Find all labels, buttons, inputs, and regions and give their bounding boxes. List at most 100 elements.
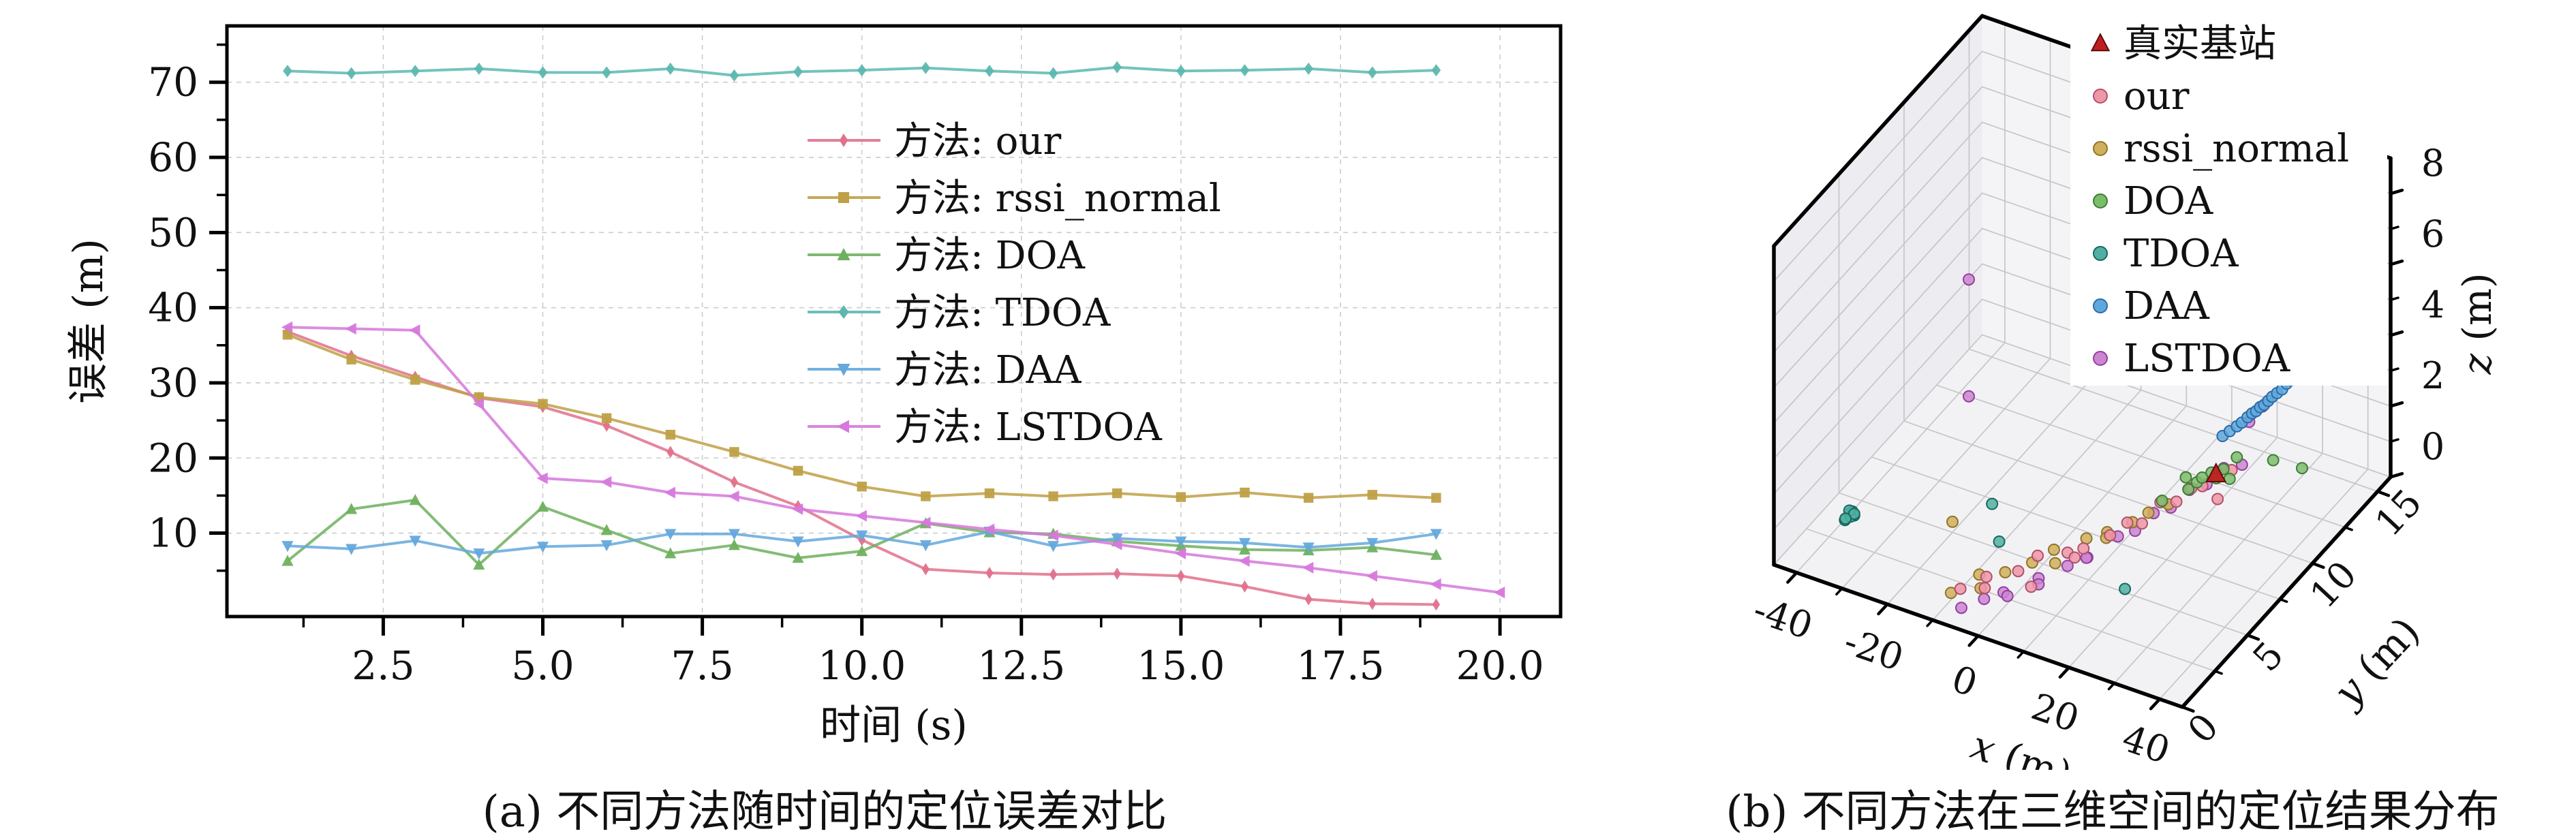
series-marker (281, 321, 293, 333)
series-marker (1302, 561, 1314, 574)
legend-item: 方法: rssi_normal (808, 176, 1221, 221)
series-marker (728, 490, 739, 503)
series-marker (1238, 555, 1250, 567)
legend-label: TDOA (2123, 232, 2239, 276)
series-marker (410, 65, 420, 78)
grid-floor-x (1796, 342, 2006, 574)
scatter-point-LSTDOA (2001, 589, 2014, 602)
legend-item: 方法: DAA (808, 348, 1082, 392)
series-marker (664, 529, 677, 540)
series-marker (1049, 568, 1058, 581)
scatter-point-rssinormal (1946, 515, 1959, 528)
scatter-point-our (2104, 529, 2117, 542)
series-marker (921, 491, 931, 501)
series-marker (1238, 543, 1251, 555)
grid-floor-x (2023, 421, 2233, 653)
scatter-point-rssinormal (1999, 566, 2012, 579)
scatter-point-TDOA (2119, 582, 2132, 595)
z-minor-tick (2389, 261, 2399, 266)
legend-item: LSTDOA (2093, 337, 2290, 381)
scatter-point-LSTDOA (1963, 390, 1975, 403)
series-marker (983, 523, 995, 535)
legend-marker (838, 192, 849, 203)
scatter-point-our (1980, 570, 1993, 583)
series-marker (1111, 533, 1123, 545)
y-tick-label-3d: 0 (2179, 705, 2227, 751)
caption-b: (b) 不同方法在三维空间的定位结果分布 (1726, 787, 2500, 837)
y-minor-tick (2344, 526, 2353, 531)
scatter-point-rssinormal (2047, 543, 2060, 556)
legend-marker (2093, 298, 2108, 313)
series-marker (600, 524, 613, 535)
series-marker (409, 494, 421, 505)
legend-marker (838, 305, 849, 319)
grid-floor-y (1838, 492, 2248, 636)
plot-area-a: 10 20 30 40 50 60 70 2.5 5.0 7.5 10.0 12.5 15.0 17.5 2… (65, 24, 1563, 749)
series-marker (1047, 541, 1060, 553)
series-marker (1113, 567, 1121, 580)
series-marker (346, 503, 358, 514)
y-tick-label: 50 (148, 209, 198, 255)
scatter-point-DOA (2179, 471, 2192, 484)
series-marker (792, 536, 804, 548)
y-minor-tick (2246, 634, 2256, 639)
legend-item: DAA (2093, 284, 2209, 328)
series-marker (1367, 490, 1377, 500)
z-tick-label-3d: 6 (2421, 213, 2444, 255)
scatter-point-DOA (2196, 471, 2209, 484)
legend-label: 方法: TDOA (894, 291, 1111, 335)
series-marker (346, 67, 356, 80)
x-axis-label: 时间 (s) (820, 702, 968, 749)
series-marker (1238, 538, 1251, 549)
series-marker (985, 65, 994, 78)
legend-item: 方法: TDOA (808, 291, 1111, 335)
x-minor-tick (1971, 634, 1980, 643)
series-marker (281, 541, 294, 553)
scatter-point-LSTDOA (1963, 273, 1975, 286)
legend-marker (2093, 193, 2108, 208)
legend-marker (837, 420, 849, 433)
x-tick-label: 10.0 (818, 642, 906, 689)
z-axis-label-3d: z (m) (2454, 273, 2500, 375)
x-tick-label: 2.5 (352, 642, 414, 689)
series-marker (1112, 61, 1122, 74)
scatter-point-DOA (2295, 462, 2308, 475)
scatter-point-TDOA (1839, 512, 1852, 525)
legend-label: 真实基站 (2123, 22, 2276, 66)
grid-floor-x (2159, 468, 2369, 700)
series-line-rssinormal (287, 333, 1437, 499)
legend-marker (2093, 246, 2108, 261)
series-marker (473, 558, 485, 570)
grid-floor-x (1841, 358, 2051, 589)
series-marker (855, 510, 867, 522)
series-marker (600, 540, 613, 552)
scatter-point-our (1954, 582, 1967, 595)
grid-floor-x (2068, 437, 2278, 668)
z-minor-tick (2389, 438, 2399, 443)
series-marker (857, 481, 867, 492)
x-tick-label: 15.0 (1137, 642, 1225, 689)
pane-left-wall (1774, 16, 1982, 565)
legend-marker (2093, 89, 2108, 104)
y-tick-label: 40 (148, 285, 198, 331)
series-marker (1047, 529, 1058, 542)
scatter-point-our (2211, 493, 2224, 505)
series-marker (921, 563, 930, 576)
legend-item: 方法: DOA (808, 234, 1085, 278)
scatter-point-rssinormal (2049, 557, 2061, 570)
z-minor-tick (2389, 296, 2399, 301)
legend-marker (2093, 351, 2108, 366)
legend-marker (2093, 141, 2108, 156)
series-marker (474, 62, 484, 75)
legend-label: 方法: our (894, 119, 1061, 164)
scatter-point-DOA (2230, 451, 2243, 464)
x-tick-label: 7.5 (671, 642, 733, 689)
z-tick-label-3d: 8 (2421, 142, 2444, 185)
series-marker (984, 488, 995, 499)
grid-wall-z (1773, 228, 1983, 459)
series-marker (793, 65, 803, 78)
legend-item: 方法: LSTDOA (808, 405, 1162, 450)
scatter-point-DOA (2223, 472, 2236, 485)
y-minor-tick (2376, 490, 2386, 495)
series-marker (1431, 493, 1441, 503)
